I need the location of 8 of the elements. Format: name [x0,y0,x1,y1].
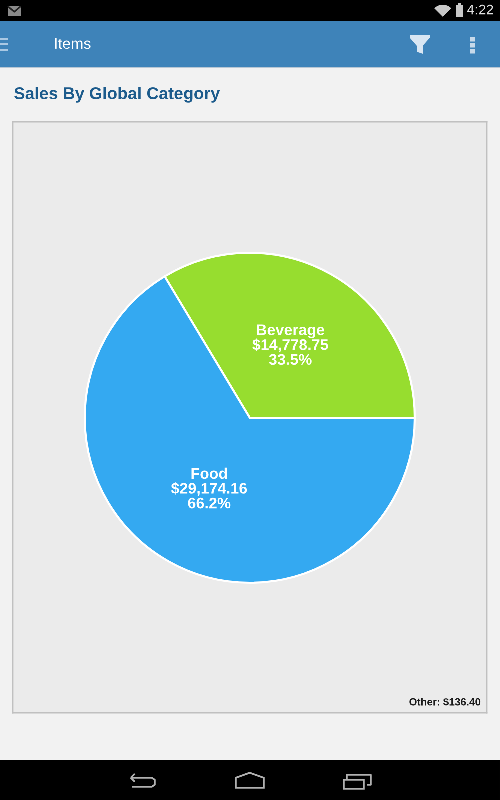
text: 4:22 [467,4,494,15]
text: Other: $136.40 [410,698,481,706]
text: Items [55,38,91,50]
slice-label: Food [192,468,228,480]
data-label: $14,778.75 33.5% [252,338,328,366]
chart-title: Sales By Global Category [14,87,220,103]
slice-label: Beverage [257,324,324,339]
data-label: $29,174.16 66.2% [171,482,248,509]
